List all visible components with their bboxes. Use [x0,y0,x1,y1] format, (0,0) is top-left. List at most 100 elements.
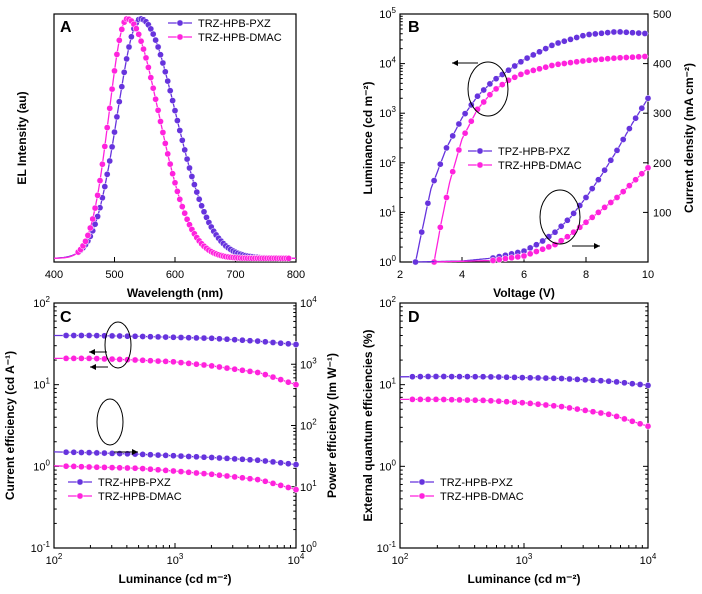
callout-arrow-c-bottom-head [132,449,138,455]
series-marker-d-1 [589,408,597,416]
y-tick-label-b-0: 100 [379,254,396,269]
series-marker-c-2 [177,452,185,460]
series-marker-c-0 [269,339,277,346]
series-marker-c-0 [93,332,101,339]
lum-marker-b-1 [436,223,444,231]
series-marker-c-1 [139,356,147,364]
series-marker-c-3 [108,464,116,471]
series-marker-c-3 [177,468,185,475]
series-marker-d-0 [511,374,518,381]
series-marker-c-2 [170,452,177,460]
y-tick-label-c-2: 102 [33,295,50,310]
series-marker-d-0 [566,375,573,383]
series-marker-c-2 [70,448,78,456]
cd-marker-b-0 [557,222,565,230]
series-marker-c-0 [200,334,208,342]
series-marker-a-1 [157,118,164,125]
lum-marker-b-1 [604,55,612,63]
series-marker-a-0 [152,36,159,44]
series-marker-c-0 [185,334,193,342]
series-marker-a-0 [106,157,114,165]
series-marker-c-1 [223,364,231,372]
lum-marker-b-1 [498,81,506,88]
series-marker-c-2 [208,454,216,461]
cd-marker-b-0 [526,244,534,252]
lum-marker-b-0 [436,160,444,168]
series-marker-c-0 [78,332,85,339]
y-tick-label-c--1: 10-1 [31,540,51,555]
x-axis-label-a: Wavelength (nm) [127,286,223,300]
series-marker-c-1 [185,360,193,367]
lum-marker-b-0 [474,92,481,100]
series-marker-c-2 [85,449,93,456]
lum-marker-b-1 [554,60,562,68]
series-marker-c-3 [131,464,139,472]
series-marker-c-1 [239,366,246,374]
series-marker-a-0 [159,59,167,67]
lum-marker-b-1 [511,73,519,81]
series-marker-a-1 [99,160,106,168]
y2-tick-label-c2-0: 100 [300,540,317,555]
legend-label-a-1: TRZ-HPB-DMAC [198,32,282,44]
series-marker-d-1 [605,410,613,418]
y-tick-label-d-2: 102 [379,295,396,310]
series-marker-a-0 [115,98,123,106]
legend-marker-c-0 [76,478,84,486]
lum-marker-b-0 [635,29,643,37]
series-marker-a-0 [128,33,135,41]
cd-marker-b-1 [514,253,522,261]
series-marker-d-1 [613,413,620,420]
series-marker-a-0 [188,173,196,180]
lum-marker-b-1 [548,62,556,69]
series-marker-a-1 [176,195,184,203]
series-marker-c-3 [208,470,216,478]
series-marker-c-2 [261,457,269,465]
lum-marker-b-0 [430,177,438,184]
series-marker-a-0 [108,143,116,151]
series-marker-d-0 [409,373,416,381]
series-marker-c-1 [78,355,85,362]
lum-marker-b-1 [449,168,457,176]
callout-ellipse-c-bottom [96,398,124,446]
legend-label-c-1: TRZ-HPB-DMAC [98,491,182,503]
series-marker-d-1 [628,417,636,425]
series-marker-c-0 [231,336,239,344]
x-tick-label-b-1: 4 [459,269,465,281]
lum-marker-b-1 [598,55,605,63]
lum-marker-b-1 [567,59,574,66]
series-marker-d-0 [440,373,448,380]
x-tick-label-a-1: 500 [105,269,123,281]
x-tick-label-d-4: 104 [640,552,657,567]
plot-frame-d [399,302,649,549]
series-marker-c-0 [261,338,269,346]
series-marker-c-1 [170,358,177,366]
series-marker-d-0 [558,375,565,382]
series-marker-d-1 [416,396,424,403]
series-marker-d-0 [479,373,487,381]
y-axis-label-d: External quantum efficiencies (%) [361,329,375,521]
cd-marker-b-1 [601,204,608,211]
lum-marker-b-1 [629,53,636,61]
series-marker-a-0 [174,117,181,124]
lum-marker-b-0 [622,28,630,36]
series-marker-c-3 [193,469,200,477]
series-marker-a-1 [89,215,97,223]
lum-marker-b-0 [616,28,624,36]
cd-marker-b-0 [570,210,577,217]
series-marker-d-1 [409,396,416,403]
cd-marker-b-1 [502,255,509,263]
series-marker-d-1 [636,420,644,428]
cd-marker-b-0 [632,114,639,122]
series-marker-a-1 [94,191,101,199]
cd-marker-b-0 [644,94,652,102]
series-marker-c-2 [185,453,193,460]
y2-axis-label-b: Current density (mA cm⁻²) [682,63,696,213]
series-marker-c-3 [277,482,285,489]
series-marker-a-0 [149,30,157,38]
lum-marker-b-1 [542,63,550,71]
lum-marker-b-0 [573,34,581,41]
series-marker-d-1 [644,422,652,430]
lum-marker-b-0 [455,120,463,128]
x-tick-label-a-4: 800 [287,269,305,281]
series-marker-c-1 [208,362,216,370]
